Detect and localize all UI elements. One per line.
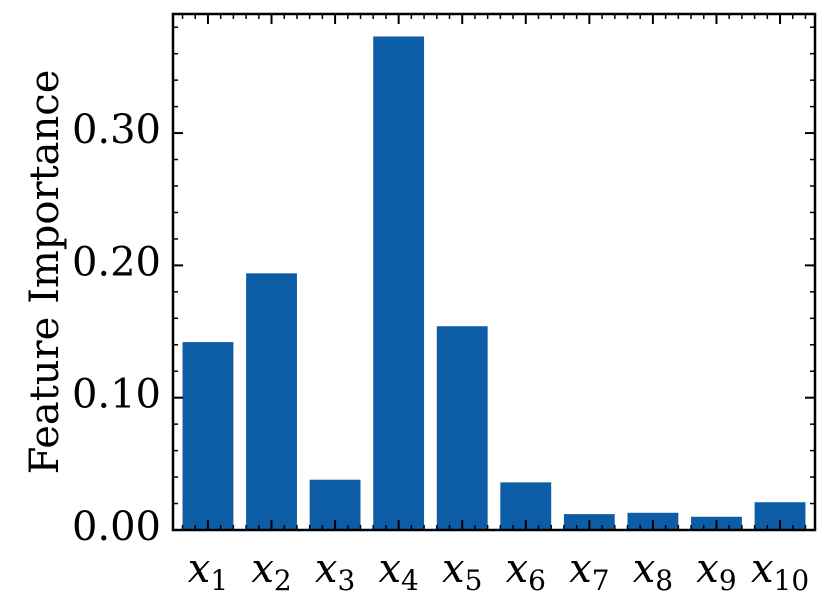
x-tick-label: x7 — [569, 546, 609, 597]
bar-2 — [246, 273, 297, 530]
bar-1 — [182, 342, 234, 530]
bar-5 — [436, 326, 488, 530]
x-tick-label: x4 — [378, 546, 418, 597]
y-tick-label: 0.00 — [72, 504, 161, 550]
x-tick-label: x1 — [188, 546, 228, 597]
y-tick-label: 0.20 — [72, 239, 161, 285]
x-tick-label: x8 — [633, 546, 673, 597]
x-tick-label: x2 — [251, 546, 291, 597]
x-tick-label: x10 — [751, 546, 809, 597]
y-axis-label: Feature Importance — [22, 70, 68, 475]
y-tick-label: 0.30 — [72, 107, 161, 153]
x-tick-label: x6 — [506, 546, 546, 597]
x-tick-label: x3 — [315, 546, 355, 597]
x-tick-label: x5 — [442, 546, 482, 597]
plot-frame — [171, 12, 817, 532]
y-tick-label: 0.10 — [72, 372, 161, 418]
bars-group — [182, 36, 806, 530]
bar-4 — [373, 36, 425, 530]
tick-labels-group: 0.00 0.10 0.20 0.30 x1 x2 x3 x4 x5 x6 x7 x8 x9 x10 — [72, 107, 809, 597]
x-tick-label: x9 — [696, 546, 736, 597]
